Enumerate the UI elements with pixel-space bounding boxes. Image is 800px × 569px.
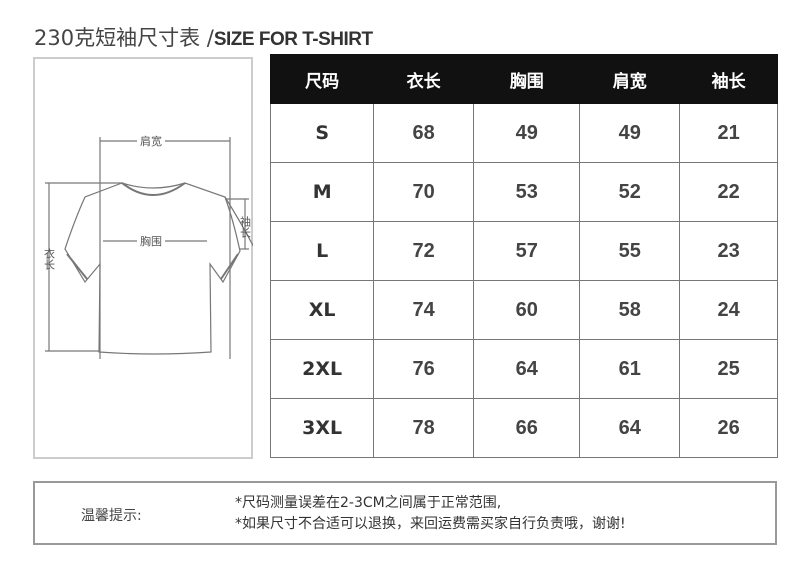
table-row: M 70 53 52 22 xyxy=(269,162,778,222)
page-title: 230克短袖尺寸表 /SIZE FOR T-SHIRT xyxy=(34,22,373,52)
value-cell: 49 xyxy=(579,103,681,163)
table-row: XL 74 60 58 24 xyxy=(269,280,778,340)
value-cell: 76 xyxy=(373,339,475,399)
table-row: 3XL 78 66 64 26 xyxy=(269,398,778,458)
value-cell: 66 xyxy=(473,398,581,458)
tshirt-icon: 肩宽 胸围 袖长 衣长 xyxy=(43,134,253,359)
value-cell: 55 xyxy=(579,221,681,281)
title-cn: 230克短袖尺寸表 / xyxy=(34,26,214,50)
value-cell: 78 xyxy=(373,398,475,458)
tip-line: *尺码测量误差在2-3CM之间属于正常范围, xyxy=(235,495,502,511)
table-row: S 68 49 49 21 xyxy=(269,103,778,163)
value-cell: 52 xyxy=(579,162,681,222)
value-cell: 21 xyxy=(679,103,778,163)
tip-line: *如果尺寸不合适可以退换，来回运费需买家自行负责哦，谢谢! xyxy=(235,516,626,532)
value-cell: 53 xyxy=(473,162,581,222)
value-cell: 70 xyxy=(373,162,475,222)
size-table: 尺码 衣长 胸围 肩宽 袖长 S 68 49 49 21 M 70 53 52 22 L 72 57 55… xyxy=(269,54,778,458)
size-cell: L xyxy=(269,221,375,281)
value-cell: 58 xyxy=(579,280,681,340)
tips-label: 温馨提示: xyxy=(81,508,142,524)
table-row: L 72 57 55 23 xyxy=(269,221,778,281)
label-sleeve: 袖长 xyxy=(239,215,252,238)
size-cell: 2XL xyxy=(269,339,375,399)
size-cell: M xyxy=(269,162,375,222)
header-chest: 胸围 xyxy=(473,54,581,104)
value-cell: 64 xyxy=(473,339,581,399)
size-cell: XL xyxy=(269,280,375,340)
value-cell: 72 xyxy=(373,221,475,281)
value-cell: 23 xyxy=(679,221,778,281)
value-cell: 57 xyxy=(473,221,581,281)
value-cell: 49 xyxy=(473,103,581,163)
value-cell: 64 xyxy=(579,398,681,458)
value-cell: 24 xyxy=(679,280,778,340)
value-cell: 60 xyxy=(473,280,581,340)
title-en: SIZE FOR T-SHIRT xyxy=(213,29,373,50)
label-chest: 胸围 xyxy=(140,234,162,248)
value-cell: 26 xyxy=(679,398,778,458)
header-sleeve: 袖长 xyxy=(679,54,778,104)
value-cell: 68 xyxy=(373,103,475,163)
size-cell: 3XL xyxy=(269,398,375,458)
tips-box: 温馨提示: *尺码测量误差在2-3CM之间属于正常范围, *如果尺寸不合适可以退… xyxy=(33,481,777,545)
header-shoulder: 肩宽 xyxy=(579,54,681,104)
label-shoulder: 肩宽 xyxy=(140,134,162,148)
value-cell: 22 xyxy=(679,162,778,222)
value-cell: 61 xyxy=(579,339,681,399)
table-row: 2XL 76 64 61 25 xyxy=(269,339,778,399)
table-header: 尺码 衣长 胸围 肩宽 袖长 xyxy=(269,54,778,104)
tshirt-diagram: 肩宽 胸围 袖长 衣长 xyxy=(33,57,253,459)
value-cell: 74 xyxy=(373,280,475,340)
header-size: 尺码 xyxy=(269,54,375,104)
label-length: 衣长 xyxy=(43,247,56,270)
size-cell: S xyxy=(269,103,375,163)
header-length: 衣长 xyxy=(373,54,475,104)
value-cell: 25 xyxy=(679,339,778,399)
